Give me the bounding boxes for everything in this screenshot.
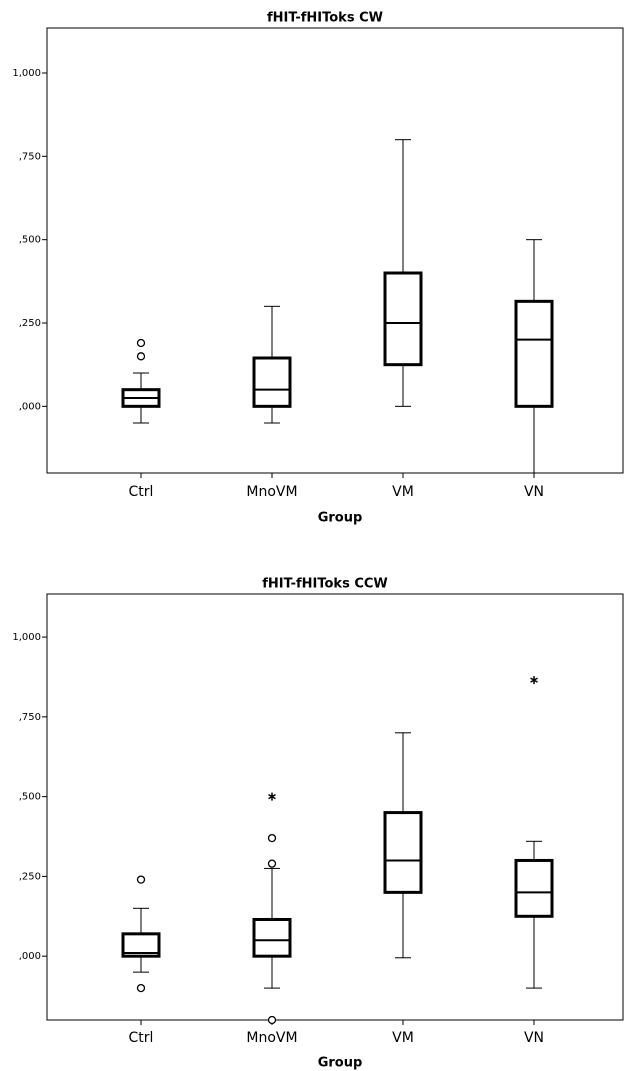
box (383, 271, 423, 367)
box (514, 858, 554, 918)
x-tick-label: MnoVM (246, 1030, 297, 1046)
y-tick-label: ,000 (19, 951, 41, 962)
x-tick-label: Ctrl (129, 484, 154, 500)
outlier (136, 983, 146, 993)
outlier (267, 859, 277, 868)
extreme (530, 676, 538, 685)
outlier (136, 338, 146, 348)
plot-frame (46, 27, 624, 474)
box (514, 299, 554, 408)
y-tick-label: ,250 (19, 318, 41, 329)
outlier (267, 1015, 277, 1025)
box (252, 356, 292, 408)
outlier (267, 833, 277, 843)
x-tick-label: VM (392, 1030, 414, 1046)
x-tick-label: VM (392, 484, 414, 500)
plot-frame (46, 593, 624, 1021)
x-tick-label: VN (524, 484, 544, 500)
y-tick-label: ,000 (19, 401, 41, 412)
extreme (268, 792, 276, 801)
x-tick-label: Ctrl (129, 1030, 154, 1046)
y-tick-label: 1,000 (12, 68, 41, 79)
box (252, 917, 292, 958)
y-tick-label: 1,000 (12, 632, 41, 643)
y-tick-label: ,750 (19, 712, 41, 723)
y-tick-label: ,250 (19, 871, 41, 882)
x-tick-label: VN (524, 1030, 544, 1046)
y-tick-label: ,750 (19, 151, 41, 162)
y-tick-label: ,500 (19, 235, 41, 246)
outlier (136, 875, 146, 884)
x-tick-label: MnoVM (246, 484, 297, 500)
x-axis-label: Group (318, 511, 363, 526)
box (121, 932, 161, 958)
chart-title: fHIT-fHIToks CCW (262, 577, 388, 592)
box (383, 811, 423, 894)
x-axis-label: Group (318, 1056, 363, 1071)
chart-title: fHIT-fHIToks CW (267, 11, 383, 26)
y-tick-label: ,500 (19, 792, 41, 803)
outlier (136, 352, 146, 361)
